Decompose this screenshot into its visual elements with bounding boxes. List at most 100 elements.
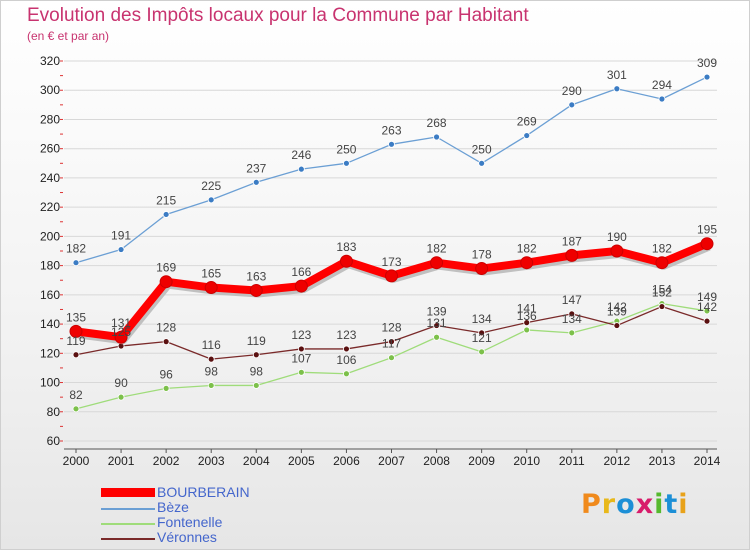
y-tick-label: 240 xyxy=(40,171,60,185)
data-label-fontenelle: 117 xyxy=(382,337,401,351)
data-label-veronnes: 116 xyxy=(202,338,221,352)
data-label-beze: 191 xyxy=(111,229,131,243)
data-label-bourberain: 190 xyxy=(607,230,627,244)
data-point-beze xyxy=(703,73,711,81)
data-label-fontenelle: 142 xyxy=(607,300,627,314)
data-label-beze: 269 xyxy=(517,115,537,129)
data-point-bourberain xyxy=(610,244,624,258)
data-point-veronnes xyxy=(297,345,305,353)
chart-title: Evolution des Impôts locaux pour la Comm… xyxy=(27,5,529,26)
x-tick-label: 2007 xyxy=(378,454,405,468)
data-label-fontenelle: 136 xyxy=(517,309,537,323)
y-tick-label: 260 xyxy=(40,142,60,156)
data-label-fontenelle: 98 xyxy=(250,364,264,378)
data-label-fontenelle: 134 xyxy=(562,312,582,326)
data-label-bourberain: 182 xyxy=(652,242,672,256)
logo-letter: i xyxy=(654,489,665,520)
data-point-beze xyxy=(478,159,486,167)
data-point-fontenelle xyxy=(388,354,395,362)
data-point-veronnes xyxy=(478,329,486,337)
x-tick-label: 2005 xyxy=(288,454,315,468)
data-label-fontenelle: 107 xyxy=(291,351,311,365)
data-label-fontenelle: 131 xyxy=(427,316,447,330)
data-point-bourberain xyxy=(249,283,263,297)
y-tick-label: 120 xyxy=(40,346,60,360)
data-label-veronnes: 128 xyxy=(381,321,401,335)
logo-letter: x xyxy=(635,489,655,520)
data-label-veronnes: 139 xyxy=(607,305,627,319)
x-tick-label: 2013 xyxy=(649,454,676,468)
data-label-veronnes: 147 xyxy=(562,293,582,307)
x-tick-label: 2001 xyxy=(108,454,135,468)
data-point-fontenelle xyxy=(162,384,170,392)
y-tick-label: 80 xyxy=(47,405,61,419)
data-label-fontenelle: 90 xyxy=(114,376,128,390)
data-point-veronnes xyxy=(568,310,576,318)
data-label-bourberain: 135 xyxy=(66,310,86,324)
data-point-veronnes xyxy=(658,303,666,310)
data-label-fontenelle: 149 xyxy=(697,290,717,304)
x-tick-label: 2000 xyxy=(63,454,90,468)
data-point-veronnes xyxy=(613,322,621,329)
data-point-beze xyxy=(568,101,576,109)
y-tick-label: 300 xyxy=(40,83,60,97)
data-label-bourberain: 166 xyxy=(291,265,311,279)
data-point-beze xyxy=(72,259,80,267)
data-point-fontenelle xyxy=(523,326,531,334)
chart-subtitle: (en € et par an) xyxy=(27,29,110,43)
data-label-veronnes: 119 xyxy=(247,334,266,348)
grid-lines xyxy=(64,60,717,442)
data-label-fontenelle: 98 xyxy=(205,364,219,378)
data-point-bourberain xyxy=(339,254,353,268)
data-point-veronnes xyxy=(207,355,215,363)
data-labels: 182 191 215 225 237 246 250 263 268 250 269 290 301 2… xyxy=(66,56,717,402)
data-label-beze: 250 xyxy=(472,142,492,156)
data-label-fontenelle: 154 xyxy=(652,283,672,297)
data-point-bourberain xyxy=(430,256,444,270)
data-label-beze: 246 xyxy=(291,148,311,162)
data-point-beze xyxy=(613,85,621,93)
data-point-fontenelle xyxy=(433,333,440,341)
data-label-beze: 290 xyxy=(562,84,582,98)
x-tick-label: 2010 xyxy=(513,454,540,468)
data-point-beze xyxy=(343,159,350,167)
x-tick-label: 2011 xyxy=(559,454,585,468)
data-label-fontenelle: 106 xyxy=(336,353,356,367)
data-label-beze: 309 xyxy=(697,56,717,70)
legend-label-veronnes: Véronnes xyxy=(157,529,217,545)
data-label-beze: 225 xyxy=(201,179,221,193)
data-label-beze: 215 xyxy=(156,193,176,207)
data-label-beze: 301 xyxy=(607,68,627,82)
data-label-fontenelle: 82 xyxy=(69,388,83,402)
data-point-beze xyxy=(252,178,260,186)
data-label-bourberain: 182 xyxy=(427,242,447,256)
data-point-veronnes xyxy=(703,317,711,325)
data-label-veronnes: 139 xyxy=(427,305,447,319)
data-point-fontenelle xyxy=(568,329,576,337)
data-label-fontenelle: 96 xyxy=(159,367,173,381)
data-label-fontenelle: 121 xyxy=(472,331,492,345)
x-tick-label: 2012 xyxy=(604,454,631,468)
data-point-fontenelle xyxy=(72,405,80,413)
data-label-beze: 294 xyxy=(652,78,672,92)
data-point-beze xyxy=(388,140,395,148)
data-point-fontenelle xyxy=(343,370,350,378)
y-tick-label: 60 xyxy=(47,434,61,448)
legend-swatch-veronnes xyxy=(101,538,155,540)
data-point-veronnes xyxy=(343,345,350,353)
proxiti-logo: Proxiti xyxy=(581,489,689,520)
y-tick-label: 220 xyxy=(40,200,60,214)
x-tick-label: 2008 xyxy=(423,454,450,468)
series-group xyxy=(69,73,714,413)
data-point-bourberain xyxy=(565,248,579,262)
x-tick-label: 2014 xyxy=(694,454,721,468)
data-point-beze xyxy=(523,132,531,139)
data-label-bourberain: 163 xyxy=(246,269,266,283)
data-point-bourberain xyxy=(114,330,128,344)
data-point-bourberain xyxy=(204,281,218,295)
data-point-veronnes xyxy=(523,319,531,327)
logo-letter: P xyxy=(581,489,602,520)
data-label-beze: 268 xyxy=(427,116,447,130)
